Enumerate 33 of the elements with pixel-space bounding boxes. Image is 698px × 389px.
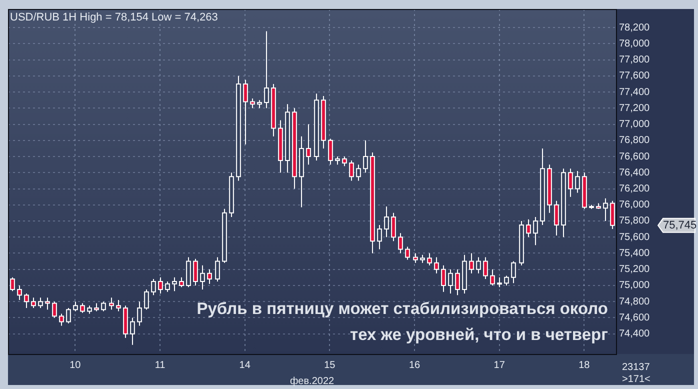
y-tick-label: 76,600	[619, 151, 650, 162]
x-tick-label: 17	[494, 360, 506, 371]
x-tick-label: 11	[154, 360, 166, 371]
y-tick-label: 75,400	[619, 248, 650, 259]
x-tick-label: 18	[578, 360, 590, 371]
y-tick-label: 74,400	[619, 328, 650, 340]
text: >171<	[622, 374, 652, 386]
y-tick-label: 74,600	[619, 312, 650, 324]
y-tick-label: 78,000	[619, 38, 650, 50]
y-tick-label: 75,200	[619, 264, 650, 276]
x-tick-label: 15	[324, 360, 336, 371]
y-tick-label: 77,000	[619, 119, 650, 130]
x-tick-label: 16	[408, 360, 421, 371]
y-tick-label: 76,400	[619, 167, 650, 178]
y-tick-label: 77,400	[619, 86, 650, 98]
y-tick-label: 77,200	[619, 102, 650, 114]
y-tick-label: 75,600	[619, 232, 650, 243]
y-tick-label: 76,800	[619, 135, 650, 146]
y-tick-label: 78,200	[619, 22, 650, 34]
y-tick-label: 74,800	[619, 296, 650, 308]
y-tick-label: 75,000	[619, 280, 650, 292]
y-tick-label: 76,000	[619, 200, 650, 211]
text: 75,745	[663, 219, 697, 232]
x-tick-label: 10	[70, 360, 82, 371]
x-axis-title: фев.2022	[290, 376, 334, 387]
y-tick-label: 75,800	[619, 216, 650, 227]
chart-title: USD/RUB 1H High = 78,154 Low = 74,263	[10, 12, 218, 24]
y-tick-label: 77,600	[619, 70, 650, 82]
annotation: Рубль в пятницу может стабилизироваться около тех же уровней, что и в четверг	[196, 299, 608, 346]
y-tick-label: 76,200	[619, 184, 650, 195]
x-tick-label: 14	[239, 360, 251, 371]
y-tick-label: 77,800	[619, 54, 650, 66]
text: 23137	[622, 362, 651, 374]
